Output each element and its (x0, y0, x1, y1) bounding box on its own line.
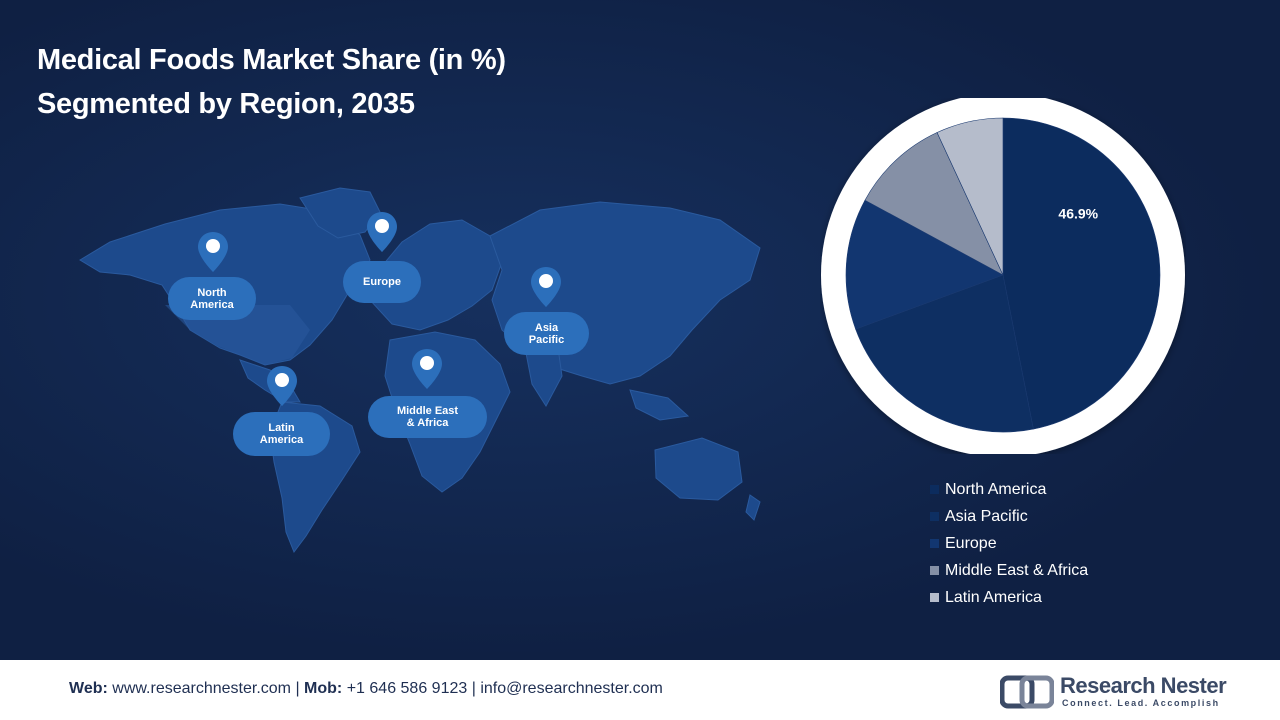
legend-swatch (930, 566, 939, 575)
legend-swatch (930, 593, 939, 602)
region-label-asia-pacific: Asia Pacific (504, 312, 589, 355)
map-new-zealand (745, 494, 761, 521)
research-nester-logo: Research Nester Connect. Lead. Accomplis… (1000, 672, 1230, 712)
legend-item-latin-america: Latin America (930, 584, 1088, 611)
title-line-1: Medical Foods Market Share (in %) (37, 44, 506, 76)
legend-swatch (930, 512, 939, 521)
web-label: Web: (69, 680, 108, 697)
title-line-2: Segmented by Region, 2035 (37, 88, 415, 120)
legend-label: Middle East & Africa (945, 561, 1089, 579)
region-label-europe: Europe (343, 261, 421, 303)
logo-mark-icon (1000, 675, 1054, 709)
legend-label: Europe (945, 534, 997, 552)
main-panel: Medical Foods Market Share (in %) Segmen… (0, 0, 1280, 660)
legend-item-europe: Europe (930, 530, 1088, 557)
region-label-north-america: North America (168, 277, 256, 320)
region-label-middle-east-africa: Middle East & Africa (368, 396, 487, 438)
pie-slice-europe (845, 199, 1004, 330)
web-link[interactable]: www.researchnester.com (112, 680, 291, 697)
pie-slice-north-america (1002, 117, 1161, 430)
pie-chart: 46.9% (820, 93, 1186, 457)
pin-latin-america-icon (267, 366, 297, 406)
pie-slice-middle-east-africa (864, 132, 1004, 276)
legend-label: Latin America (945, 588, 1042, 606)
pin-north-america-icon (198, 232, 228, 272)
footer-bar: Web: www.researchnester.com | Mob: +1 64… (0, 660, 1280, 720)
phone-number[interactable]: +1 646 586 9123 (346, 680, 468, 697)
legend-swatch (930, 485, 939, 494)
contact-info: Web: www.researchnester.com | Mob: +1 64… (69, 680, 663, 698)
pin-middle-east-africa-icon (412, 349, 442, 389)
separator: | (291, 680, 305, 697)
map-australia (654, 437, 743, 501)
legend-item-middle-east-africa: Middle East & Africa (930, 557, 1088, 584)
legend-label: Asia Pacific (945, 507, 1028, 525)
map-se-asia (629, 389, 690, 421)
pin-asia-pacific-icon (531, 267, 561, 307)
map-india (524, 347, 563, 407)
legend-item-north-america: North America (930, 476, 1088, 503)
pie-slice-asia-pacific (855, 274, 1034, 433)
page-title: Medical Foods Market Share (in %) Segmen… (37, 38, 506, 126)
separator: | (467, 680, 481, 697)
pie-slice-latin-america (936, 117, 1004, 276)
logo-tagline: Connect. Lead. Accomplish (1062, 698, 1220, 708)
pin-europe-icon (367, 212, 397, 252)
region-label-latin-america: Latin America (233, 412, 330, 456)
logo-name: Research Nester (1060, 673, 1227, 698)
legend-item-asia-pacific: Asia Pacific (930, 503, 1088, 530)
pie-data-label-north-america: 46.9% (1058, 205, 1098, 221)
legend-swatch (930, 539, 939, 548)
chart-legend: North America Asia Pacific Europe Middle… (930, 476, 1088, 611)
mob-label: Mob: (304, 680, 343, 697)
map-usa-highlight (165, 305, 310, 365)
email-link[interactable]: info@researchnester.com (480, 680, 663, 697)
legend-label: North America (945, 480, 1047, 498)
